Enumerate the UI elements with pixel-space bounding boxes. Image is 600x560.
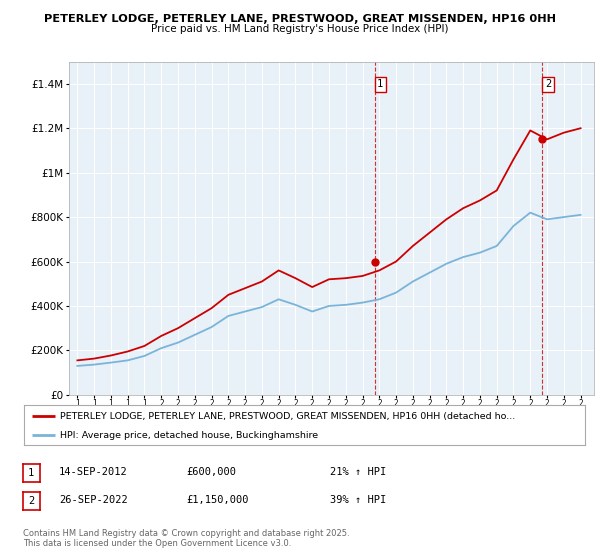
Text: £600,000: £600,000: [186, 466, 236, 477]
Text: 39% ↑ HPI: 39% ↑ HPI: [330, 494, 386, 505]
Text: £1,150,000: £1,150,000: [186, 494, 248, 505]
Text: 2: 2: [28, 496, 34, 506]
Text: 26-SEP-2022: 26-SEP-2022: [59, 494, 128, 505]
Text: 1: 1: [377, 80, 383, 90]
Text: Contains HM Land Registry data © Crown copyright and database right 2025.
This d: Contains HM Land Registry data © Crown c…: [23, 529, 349, 548]
Text: Price paid vs. HM Land Registry's House Price Index (HPI): Price paid vs. HM Land Registry's House …: [151, 24, 449, 34]
Text: PETERLEY LODGE, PETERLEY LANE, PRESTWOOD, GREAT MISSENDEN, HP16 0HH: PETERLEY LODGE, PETERLEY LANE, PRESTWOOD…: [44, 14, 556, 24]
Text: 1: 1: [28, 468, 34, 478]
Text: 21% ↑ HPI: 21% ↑ HPI: [330, 466, 386, 477]
Text: PETERLEY LODGE, PETERLEY LANE, PRESTWOOD, GREAT MISSENDEN, HP16 0HH (detached ho: PETERLEY LODGE, PETERLEY LANE, PRESTWOOD…: [61, 412, 516, 421]
Text: HPI: Average price, detached house, Buckinghamshire: HPI: Average price, detached house, Buck…: [61, 431, 319, 440]
Text: 2: 2: [545, 80, 551, 90]
Text: 14-SEP-2012: 14-SEP-2012: [59, 466, 128, 477]
